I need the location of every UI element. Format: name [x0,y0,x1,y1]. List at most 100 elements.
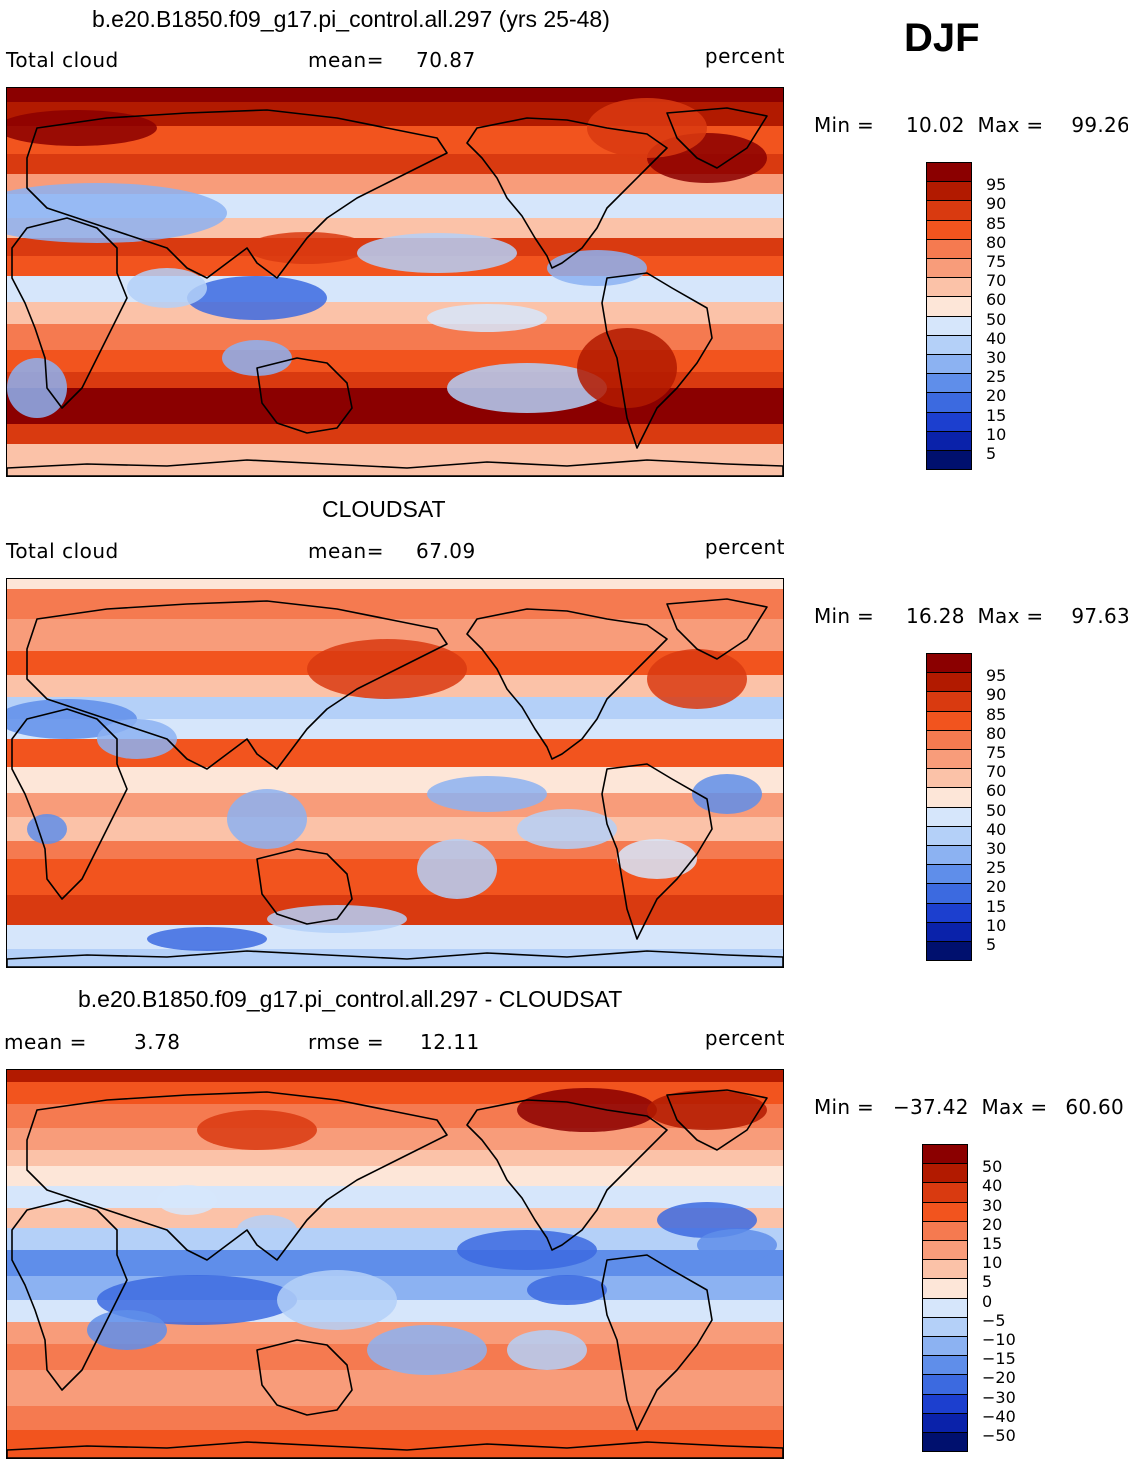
colorbar-label: 0 [982,1291,993,1311]
panel-1-title: b.e20.B1850.f09_g17.pi_control.all.297 (… [92,6,610,32]
colorbar-swatch [922,1163,968,1184]
panel-3-mean-label: mean = [4,1030,87,1054]
colorbar-swatch [926,691,972,712]
panel-3-mean-value: 3.78 [134,1030,181,1054]
colorbar-label: 75 [986,252,1007,271]
colorbar-swatch [922,1278,968,1299]
colorbar-swatch [926,181,972,202]
colorbar-swatch [926,219,972,240]
colorbar-label: 70 [986,271,1007,291]
panel-3-minmax: Min = −37.42 Max = 60.60 [814,1095,1124,1119]
panel-3-rmse-label: rmse = [308,1030,385,1054]
colorbar-swatch [926,941,972,962]
panel-3-min-label: Min = [814,1095,875,1119]
colorbar-swatch [926,768,972,789]
panel-3-units: percent [704,1026,785,1050]
panel-1-minmax: Min = 10.02 Max = 99.26 [814,113,1128,137]
colorbar-label: 90 [986,685,1007,705]
panel-2-map [6,578,784,968]
colorbar-label: −50 [982,1426,1016,1445]
colorbar-swatch [926,315,972,336]
colorbar-label: 85 [986,213,1007,233]
colorbar-label: 50 [982,1157,1003,1177]
colorbar-swatch [922,1316,968,1337]
colorbar-label: 5 [986,935,997,954]
panel-2-min-value: 16.28 [906,604,965,628]
colorbar-label: 40 [986,819,1007,839]
colorbar-label: 90 [986,194,1007,214]
colorbar-label: 5 [986,444,997,463]
colorbar-label: 20 [986,877,1007,897]
panel-1-mean-value: 70.87 [416,48,476,72]
panel-2-max-label: Max = [977,604,1044,628]
colorbar-swatch [926,729,972,750]
colorbar-label: 70 [986,762,1007,782]
colorbar-swatch [922,1355,968,1376]
panel-3-title: b.e20.B1850.f09_g17.pi_control.all.297 -… [78,986,623,1012]
colorbar-label: 60 [986,290,1007,310]
colorbar-label: 25 [986,367,1007,387]
colorbar-label: 25 [986,858,1007,878]
colorbar-swatch [926,258,972,279]
colorbar-swatch [926,238,972,259]
colorbar-label: 40 [986,328,1007,348]
colorbar-swatch [922,1374,968,1395]
colorbar-label: 10 [982,1253,1003,1273]
colorbar-swatch [926,411,972,432]
colorbar-label: 10 [986,915,1007,935]
season-label: DJF [904,16,980,60]
colorbar-swatch [926,672,972,693]
colorbar-label: −40 [982,1406,1016,1426]
colorbar-label: −30 [982,1387,1016,1407]
colorbar-label: 75 [986,743,1007,762]
colorbar-swatch [922,1297,968,1318]
colorbar-swatch [926,883,972,904]
colorbar-label: 30 [986,839,1007,858]
colorbar-swatch [922,1201,968,1222]
panel-2-minmax: Min = 16.28 Max = 97.63 [814,604,1128,628]
colorbar-label: 20 [986,386,1007,406]
colorbar-swatch [926,825,972,846]
colorbar-swatch [926,864,972,885]
colorbar-label: 50 [986,309,1007,329]
colorbar-swatch [922,1259,968,1280]
colorbar-swatch [922,1336,968,1357]
colorbar-label: 15 [986,896,1007,916]
colorbar-swatch [926,334,972,355]
colorbar-swatch [926,354,972,375]
colorbar-label: 20 [982,1214,1003,1234]
colorbar-swatch [922,1220,968,1241]
panel-1-variable-label: Total cloud [6,48,119,72]
panel-1-min-value: 10.02 [906,113,965,137]
colorbar-label: 50 [986,800,1007,820]
colorbar-swatch [922,1240,968,1261]
panel-1-max-label: Max = [977,113,1044,137]
colorbar-label: 60 [986,781,1007,801]
colorbar-swatch [926,296,972,317]
colorbar-swatch [922,1144,968,1165]
colorbar-swatch [926,902,972,923]
panel-1-min-label: Min = [814,113,875,137]
colorbar-label: 5 [982,1272,993,1292]
colorbar-swatch [926,200,972,221]
colorbar-label: 40 [982,1176,1003,1196]
panel-2-mean-value: 67.09 [416,539,476,563]
panel-3-min-value: −37.42 [892,1095,969,1119]
panel-1-units: percent [704,44,785,68]
colorbar-label: −15 [982,1349,1016,1369]
panel-2-min-label: Min = [814,604,875,628]
colorbar-swatch [926,162,972,183]
colorbar-label: 15 [982,1234,1003,1253]
colorbar-swatch [926,845,972,866]
colorbar-label: 15 [986,405,1007,425]
colorbar-label: 10 [986,424,1007,444]
colorbar-swatch [922,1182,968,1203]
panel-2-max-value: 97.63 [1071,604,1128,628]
panel-1-mean-label: mean= [308,48,384,72]
colorbar-label: 95 [986,666,1007,686]
colorbar-label: −5 [982,1310,1006,1330]
panel-1-map [6,87,784,477]
panel-3-map [6,1069,784,1459]
colorbar-label: 85 [986,704,1007,724]
panel-3-rmse-value: 12.11 [420,1030,480,1054]
